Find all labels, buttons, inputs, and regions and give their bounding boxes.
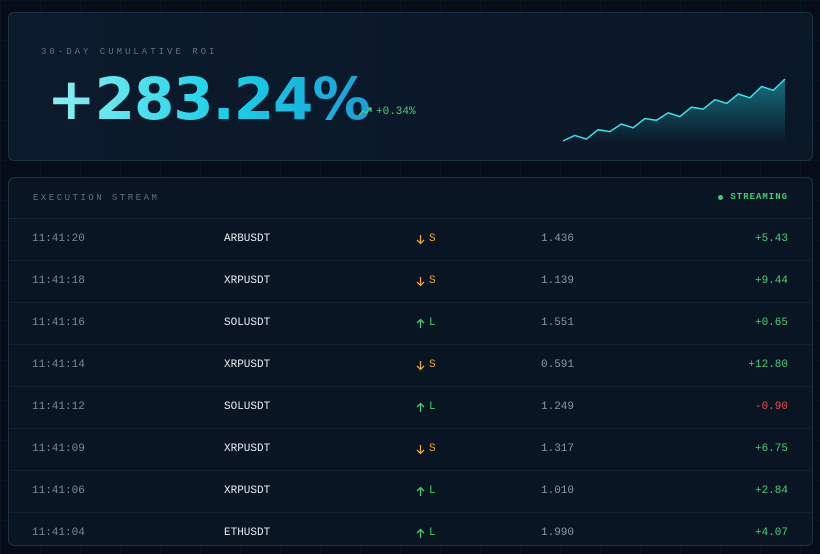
- pnl: +9.44: [754, 275, 788, 287]
- price: 1.249: [541, 401, 575, 413]
- side: S: [416, 359, 436, 371]
- side: S: [416, 275, 436, 287]
- stream-row: 11:41:14 XRPUSDT S 0.591 +12.80: [9, 345, 812, 387]
- price: 1.010: [541, 485, 575, 497]
- side-letter: L: [429, 485, 436, 497]
- price: 0.591: [541, 359, 575, 371]
- time: 11:41:18: [32, 275, 85, 287]
- sparkline: [562, 78, 786, 143]
- time: 11:41:04: [32, 527, 85, 539]
- stream-row: 11:41:18 XRPUSDT S 1.139 +9.44: [9, 261, 812, 303]
- price: 1.990: [541, 527, 575, 539]
- side-letter: S: [429, 233, 436, 245]
- price: 1.551: [541, 317, 575, 329]
- time: 11:41:12: [32, 401, 85, 413]
- stream-header: EXECUTION STREAM STREAMING: [9, 178, 812, 219]
- roi-title: 30-DAY CUMULATIVE ROI: [41, 47, 218, 57]
- stream-card: EXECUTION STREAM STREAMING 11:41:20 ARBUS…: [8, 177, 813, 546]
- side-arrow: [416, 360, 425, 370]
- time: 11:41:16: [32, 317, 85, 329]
- symbol: XRPUSDT: [224, 275, 271, 287]
- sparkline-line: [562, 78, 786, 142]
- symbol: SOLUSDT: [224, 401, 271, 413]
- roi-card: 30-DAY CUMULATIVE ROI +283.24% +0.34%: [8, 12, 813, 161]
- time: 11:41:06: [32, 485, 85, 497]
- price: 1.436: [541, 233, 575, 245]
- side-letter: L: [429, 527, 436, 539]
- pnl: +5.43: [754, 233, 788, 245]
- symbol: XRPUSDT: [224, 443, 271, 455]
- status-dot: [718, 194, 724, 200]
- stream-title: EXECUTION STREAM: [33, 193, 160, 203]
- price: 1.317: [541, 443, 575, 455]
- status-text: STREAMING: [730, 192, 788, 202]
- symbol: ARBUSDT: [224, 233, 271, 245]
- side-letter: L: [429, 317, 436, 329]
- symbol: ETHUSDT: [224, 527, 271, 539]
- pnl: +4.07: [754, 527, 788, 539]
- side: L: [416, 527, 436, 539]
- stream-status: STREAMING: [718, 192, 788, 202]
- pnl: -0.90: [754, 401, 788, 413]
- time: 11:41:09: [32, 443, 85, 455]
- sparkline-area: [563, 79, 785, 143]
- side-arrow: [416, 486, 425, 496]
- stream-row: 11:41:20 ARBUSDT S 1.436 +5.43: [9, 219, 812, 261]
- side-letter: S: [429, 359, 436, 371]
- stream-row: 11:41:06 XRPUSDT L 1.010 +2.84: [9, 471, 812, 513]
- side-arrow: [416, 276, 425, 286]
- pnl: +6.75: [754, 443, 788, 455]
- roi-value: +283.24%: [47, 65, 371, 133]
- side-arrow: [416, 444, 425, 454]
- side-arrow: [416, 402, 425, 412]
- side-arrow: [416, 528, 425, 538]
- symbol: SOLUSDT: [224, 317, 271, 329]
- side-arrow: [416, 234, 425, 244]
- symbol: XRPUSDT: [224, 359, 271, 371]
- time: 11:41:20: [32, 233, 85, 245]
- side-letter: S: [429, 443, 436, 455]
- side-letter: S: [429, 275, 436, 287]
- pnl: +12.80: [748, 359, 788, 371]
- side: L: [416, 485, 436, 497]
- pnl: +0.65: [754, 317, 788, 329]
- side: S: [416, 443, 436, 455]
- stream-row: 11:41:04 ETHUSDT L 1.990 +4.07: [9, 513, 812, 554]
- symbol: XRPUSDT: [224, 485, 271, 497]
- side-letter: L: [429, 401, 436, 413]
- stream-row: 11:41:09 XRPUSDT S 1.317 +6.75: [9, 429, 812, 471]
- stream-row: 11:41:16 SOLUSDT L 1.551 +0.65: [9, 303, 812, 345]
- side: S: [416, 233, 436, 245]
- pnl: +2.84: [754, 485, 788, 497]
- stream-rows: 11:41:20 ARBUSDT S 1.436 +5.43 11:41:18 XRPUSD…: [9, 219, 812, 554]
- stream-row: 11:41:12 SOLUSDT L 1.249 -0.90: [9, 387, 812, 429]
- price: 1.139: [541, 275, 575, 287]
- side: L: [416, 317, 436, 329]
- roi-delta-text: +0.34%: [376, 106, 416, 118]
- trend-icon: [358, 107, 372, 116]
- time: 11:41:14: [32, 359, 85, 371]
- side-arrow: [416, 318, 425, 328]
- roi-delta: +0.34%: [358, 106, 416, 118]
- side: L: [416, 401, 436, 413]
